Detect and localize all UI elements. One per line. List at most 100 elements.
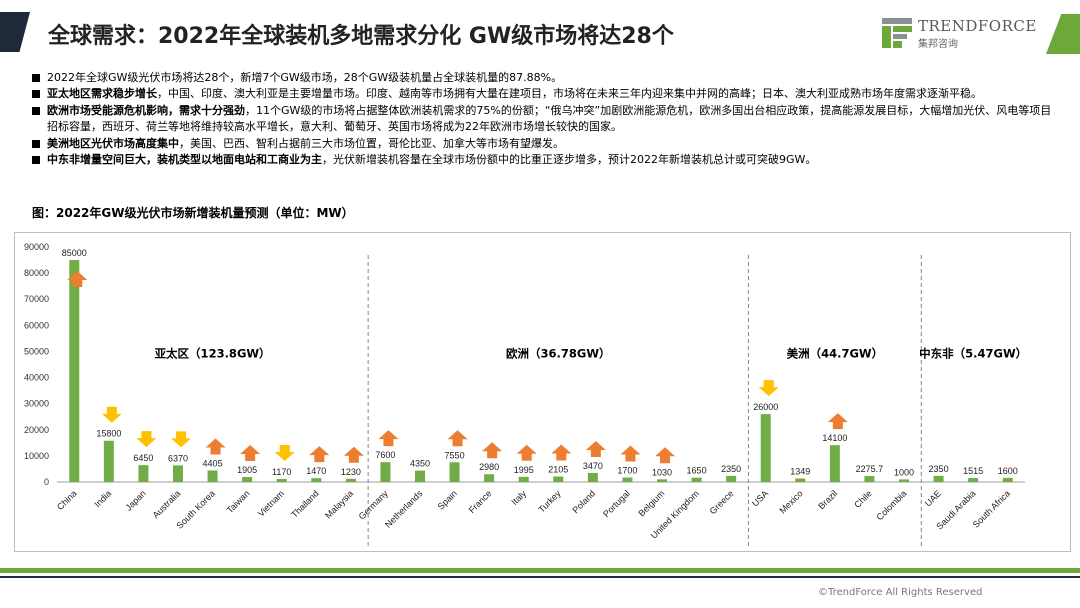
y-tick-label: 80000 [24, 268, 49, 278]
category-label: Spain [436, 488, 459, 511]
bullet-square-icon [32, 74, 40, 82]
arrow-up-icon [655, 447, 675, 464]
data-label: 4350 [410, 459, 430, 469]
bar [103, 440, 114, 482]
category-label: Australia [151, 488, 183, 520]
region-label: 美洲（44.7GW） [787, 346, 884, 360]
page-title: 全球需求：2022年全球装机多地需求分化 GW级市场将达28个 [48, 24, 674, 49]
category-label: Netherlands [383, 488, 425, 530]
bar [726, 475, 737, 482]
category-label: Turkey [536, 488, 563, 515]
arrow-up-icon [378, 430, 399, 447]
category-label: Greece [708, 488, 736, 516]
data-label: 1600 [998, 466, 1018, 476]
y-tick-label: 20000 [24, 425, 49, 435]
bar [173, 465, 183, 482]
bar [864, 476, 875, 482]
footer-green-line [0, 568, 1080, 573]
bar [484, 474, 495, 482]
arrow-up-icon [516, 444, 537, 461]
data-label: 1995 [514, 465, 534, 475]
bullet-item: 美洲地区光伏市场高度集中，美国、巴西、智利占据前三大市场位置，哥伦比亚、加拿大等… [32, 136, 1057, 152]
bar [207, 470, 218, 482]
category-label: France [467, 488, 494, 515]
arrow-up-icon [309, 446, 330, 463]
bar [622, 477, 633, 482]
data-label: 14100 [822, 433, 847, 443]
trendforce-logo-icon [882, 18, 912, 48]
category-label: UAE [923, 488, 943, 508]
data-label: 7600 [375, 450, 395, 460]
arrow-up-icon [585, 440, 606, 457]
bar [760, 414, 771, 482]
arrow-up-icon [343, 446, 364, 463]
region-label: 欧洲（36.78GW） [506, 346, 611, 360]
bullet-square-icon [32, 156, 40, 165]
category-label: Poland [570, 488, 597, 515]
data-label: 1905 [237, 465, 257, 475]
bar [69, 260, 80, 482]
chart-frame: 0 10000 20000 30000 40000 50000 60000 70000 8000… [14, 232, 1071, 552]
data-label: 1349 [790, 466, 810, 476]
bullet-item: 欧洲市场受能源危机影响，需求十分强劲，11个GW级的市场将占据整体欧洲装机需求的… [32, 103, 1057, 136]
bullet-square-icon [32, 106, 40, 115]
data-label: 2275.7 [856, 464, 884, 474]
category-label: Italy [509, 488, 528, 507]
region-label: 中东非（5.47GW） [919, 346, 1027, 360]
data-label: 15800 [96, 429, 121, 439]
data-label: 2350 [929, 464, 949, 474]
arrow-down-icon [136, 431, 157, 448]
data-label: 26000 [753, 402, 778, 412]
category-label: Malaysia [323, 488, 355, 520]
arrow-up-icon [482, 442, 503, 459]
bullet-item: 中东非增量空间巨大，装机类型以地面电站和工商业为主，光伏新增装机容量在全球市场份… [32, 152, 1057, 168]
bar [415, 470, 425, 482]
category-label: South Africa [971, 488, 1012, 529]
category-label: Belgium [636, 488, 666, 518]
bar [691, 477, 702, 482]
y-tick-label: 0 [44, 477, 49, 487]
arrow-up-icon [240, 445, 261, 462]
bullet-square-icon [32, 90, 40, 99]
bar [1002, 477, 1013, 482]
arrow-down-icon [274, 444, 295, 461]
arrow-up-icon [205, 438, 226, 455]
category-label: Germany [357, 488, 391, 522]
y-tick-label: 40000 [24, 373, 49, 383]
copyright-text: ©TrendForce All Rights Reserved [818, 587, 983, 598]
bullet-list: 2022年全球GW级光伏市场将达28个，新增7个GW级市场，28个GW级装机量占… [32, 70, 1057, 168]
arrow-up-icon [620, 445, 641, 462]
category-label: Portugal [601, 488, 632, 519]
bar [657, 479, 667, 482]
data-label: 2980 [479, 462, 499, 472]
arrow-up-icon [827, 413, 848, 430]
data-label: 6450 [133, 453, 153, 463]
chart-caption: 图：2022年GW级光伏市场新增装机量预测（单位：MW） [32, 206, 354, 220]
arrow-up-icon [551, 444, 572, 461]
data-label: 85000 [62, 248, 87, 258]
y-tick-label: 90000 [24, 242, 49, 252]
data-label: 1000 [894, 467, 914, 477]
bar [138, 465, 149, 482]
logo-subtitle: 集邦咨询 [918, 39, 958, 50]
bar [311, 478, 322, 482]
category-label: USA [750, 488, 770, 508]
arrow-down-icon [101, 406, 122, 423]
y-tick-label: 50000 [24, 346, 49, 356]
category-label: Brazil [816, 488, 839, 511]
data-label: 1230 [341, 467, 361, 477]
category-label: Vietnam [256, 488, 286, 518]
data-label: 4405 [203, 458, 223, 468]
bar [553, 476, 564, 482]
category-label: India [92, 488, 113, 509]
bar [518, 476, 529, 482]
data-label: 1515 [963, 466, 983, 476]
region-label: 亚太区（123.8GW） [155, 346, 271, 360]
arrow-up-icon [67, 271, 88, 287]
data-label: 2105 [548, 465, 568, 475]
data-label: 7550 [445, 450, 465, 460]
data-label: 1170 [272, 467, 291, 477]
bullet-item: 亚太地区需求稳步增长，中国、印度、澳大利亚是主要增量市场。印度、越南等市场拥有大… [32, 86, 1057, 102]
bar [380, 462, 391, 482]
bullet-square-icon [32, 139, 40, 148]
